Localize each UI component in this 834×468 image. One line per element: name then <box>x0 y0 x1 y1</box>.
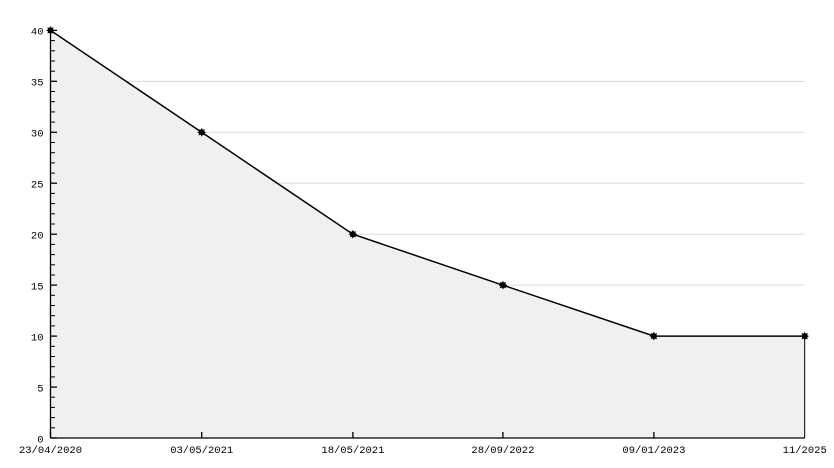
svg-text:11/2025: 11/2025 <box>783 445 827 457</box>
svg-text:30: 30 <box>31 129 44 141</box>
svg-text:35: 35 <box>31 78 44 90</box>
svg-text:09/01/2023: 09/01/2023 <box>622 445 685 457</box>
svg-text:20: 20 <box>31 231 44 243</box>
svg-text:23/04/2020: 23/04/2020 <box>19 445 82 457</box>
svg-text:10: 10 <box>31 333 44 345</box>
svg-text:15: 15 <box>31 282 44 294</box>
svg-text:03/05/2021: 03/05/2021 <box>170 445 233 457</box>
svg-text:28/09/2022: 28/09/2022 <box>471 445 534 457</box>
svg-text:25: 25 <box>31 180 44 192</box>
svg-text:40: 40 <box>31 27 44 39</box>
svg-text:5: 5 <box>37 384 43 396</box>
svg-text:18/05/2021: 18/05/2021 <box>321 445 384 457</box>
